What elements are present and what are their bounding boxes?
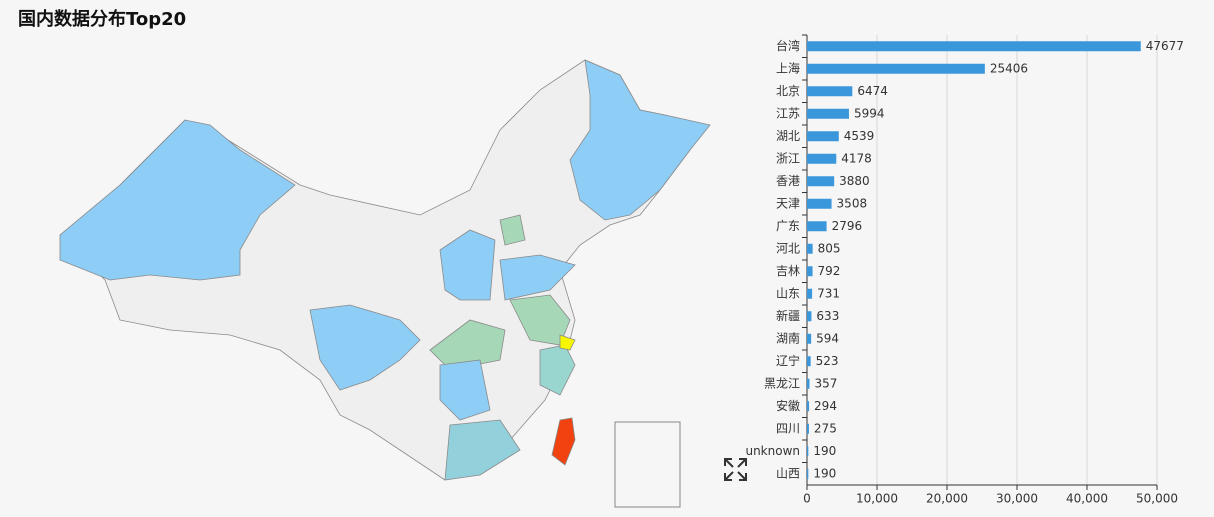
region	[439, 229, 496, 301]
y-tick-label: 天津	[776, 196, 800, 210]
y-tick-label: 新疆	[776, 308, 800, 323]
bar	[807, 333, 812, 344]
value-label: 523	[816, 354, 839, 368]
region	[439, 359, 491, 421]
bar	[807, 468, 809, 479]
y-tick-label: 河北	[776, 241, 800, 255]
value-label: 4178	[841, 151, 872, 165]
y-tick-label: 安徽	[776, 398, 800, 413]
bar	[807, 221, 827, 232]
y-tick-label: 湖南	[776, 330, 800, 345]
y-tick-label: 浙江	[776, 151, 800, 165]
y-tick-label: 山西	[776, 466, 800, 480]
value-label: 275	[814, 421, 837, 435]
bar	[807, 198, 832, 209]
region	[444, 419, 521, 481]
y-tick-label: unknown	[745, 444, 800, 458]
value-label: 6474	[857, 84, 888, 98]
y-tick-label: 广东	[776, 219, 800, 233]
value-label: 3508	[837, 196, 868, 210]
region	[569, 59, 711, 221]
value-label: 2796	[832, 219, 863, 233]
bar	[807, 86, 853, 97]
value-label: 3880	[839, 174, 870, 188]
map-inset	[614, 421, 681, 508]
y-tick-label: 江苏	[776, 106, 800, 120]
region	[551, 417, 576, 466]
bar	[807, 423, 809, 434]
y-tick-label: 台湾	[776, 38, 800, 53]
x-tick-label: 20,000	[926, 492, 968, 506]
expand-icon[interactable]	[724, 458, 747, 481]
value-label: 633	[816, 309, 839, 323]
bar	[807, 63, 985, 74]
region	[539, 344, 576, 396]
chart-title: 国内数据分布Top20	[18, 8, 186, 30]
region	[499, 254, 576, 301]
bar	[807, 401, 810, 412]
region	[499, 214, 526, 246]
region	[59, 119, 296, 281]
bar	[807, 446, 809, 457]
value-label: 792	[818, 264, 841, 278]
x-tick-label: 30,000	[996, 492, 1038, 506]
value-label: 294	[814, 399, 837, 413]
bar	[807, 266, 813, 277]
china-map	[59, 59, 711, 508]
y-tick-label: 四川	[776, 421, 800, 435]
value-label: 5994	[854, 106, 885, 120]
bar	[807, 243, 813, 254]
value-label: 4539	[844, 129, 875, 143]
y-tick-label: 山东	[776, 286, 800, 300]
value-label: 594	[816, 331, 839, 345]
value-label: 731	[817, 286, 840, 300]
x-tick-label: 40,000	[1066, 492, 1108, 506]
y-tick-label: 辽宁	[776, 353, 800, 368]
bar	[807, 41, 1141, 52]
bar	[807, 153, 837, 164]
value-label: 357	[814, 376, 837, 390]
bar	[807, 108, 849, 119]
value-label: 25406	[990, 61, 1028, 75]
bar	[807, 378, 810, 389]
y-tick-label: 北京	[776, 84, 800, 98]
region	[559, 334, 576, 351]
bar	[807, 311, 812, 322]
bar	[807, 131, 839, 142]
bar	[807, 288, 813, 299]
region	[309, 304, 421, 391]
y-tick-label: 香港	[776, 174, 800, 188]
y-tick-label: 黑龙江	[764, 376, 800, 390]
x-tick-label: 50,000	[1136, 492, 1178, 506]
x-tick-label: 0	[803, 492, 811, 506]
value-label: 190	[813, 444, 836, 458]
y-tick-label: 湖北	[776, 128, 800, 143]
region	[509, 294, 571, 346]
y-tick-label: 上海	[776, 60, 800, 75]
bar	[807, 356, 811, 367]
value-label: 805	[818, 241, 841, 255]
value-label: 47677	[1146, 39, 1184, 53]
value-label: 190	[813, 466, 836, 480]
bar	[807, 176, 835, 187]
x-tick-label: 10,000	[856, 492, 898, 506]
y-tick-label: 吉林	[776, 264, 800, 278]
